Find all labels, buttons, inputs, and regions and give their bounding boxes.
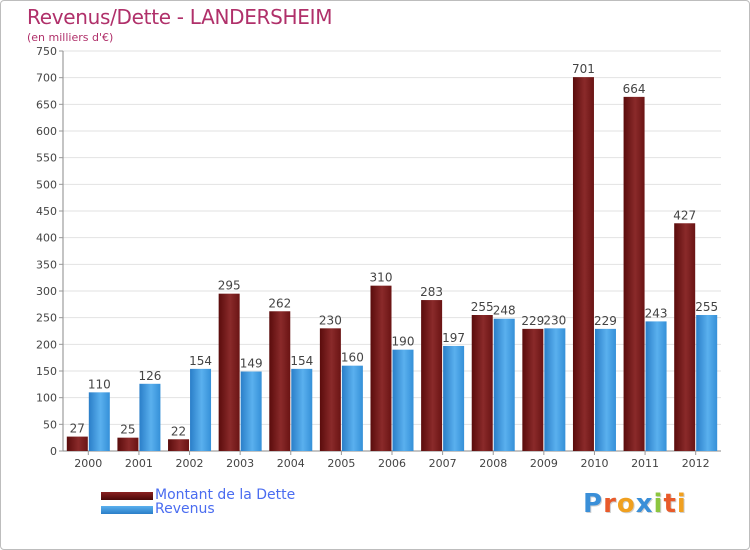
chart-title: Revenus/Dette - LANDERSHEIM [27,5,333,29]
x-tick-label: 2010 [580,457,608,470]
y-tick-label: 0 [50,445,57,458]
data-label-revenus: 126 [138,369,161,383]
logo-letter: P [583,489,604,519]
y-tick-label: 100 [36,392,57,405]
data-label-debt: 230 [319,313,342,327]
bar-revenus [443,345,465,451]
x-tick-label: 2003 [226,457,254,470]
bar-revenus [88,392,110,451]
bar-revenus [240,371,262,451]
x-tick-label: 2006 [378,457,406,470]
logo-letter: t [663,489,677,519]
y-tick-label: 600 [36,125,57,138]
data-label-revenus: 110 [88,377,111,391]
bar-revenus [291,368,313,451]
data-label-revenus: 154 [189,354,212,368]
y-tick-label: 300 [36,285,57,298]
bar-revenus [594,328,616,451]
y-tick-label: 350 [36,258,57,271]
x-tick-label: 2012 [682,457,710,470]
data-label-revenus: 243 [645,306,668,320]
x-tick-label: 2008 [479,457,507,470]
bar-debt [117,437,139,451]
bar-revenus [696,315,718,451]
y-tick-label: 200 [36,338,57,351]
x-tick-label: 2001 [125,457,153,470]
y-tick-label: 500 [36,178,57,191]
data-label-revenus: 255 [695,300,718,314]
bar-debt [572,77,594,451]
x-tick-label: 2011 [631,457,659,470]
logo-letter: o [616,489,636,519]
bar-debt [269,311,291,451]
data-label-debt: 255 [471,300,494,314]
bar-debt [218,293,240,451]
data-label-debt: 664 [623,82,646,96]
data-label-debt: 27 [70,422,85,436]
bar-revenus [139,383,161,451]
data-label-revenus: 154 [290,354,313,368]
bar-revenus [493,318,515,451]
logo-letter: x [635,489,654,519]
bar-debt [66,436,88,451]
bar-revenus [544,328,566,451]
legend-label-debt: Montant de la Dette [155,487,296,503]
bar-debt [522,328,544,451]
data-label-debt: 283 [420,285,443,299]
bar-debt [421,300,443,451]
x-tick-label: 2004 [277,457,305,470]
data-label-revenus: 149 [240,357,263,371]
data-label-debt: 25 [120,423,135,437]
logo-letter: i [676,489,687,519]
bar-revenus [392,349,414,451]
data-label-revenus: 197 [442,331,465,345]
legend-swatch-debt [101,492,153,500]
y-tick-label: 400 [36,232,57,245]
data-label-debt: 427 [673,208,696,222]
data-label-revenus: 248 [493,304,516,318]
y-tick-label: 50 [43,418,57,431]
bar-debt [319,328,341,451]
data-label-debt: 310 [370,271,393,285]
data-label-revenus: 229 [594,314,617,328]
data-label-debt: 22 [171,424,186,438]
x-tick-label: 2009 [530,457,558,470]
x-tick-label: 2007 [429,457,457,470]
x-tick-label: 2005 [327,457,355,470]
bar-revenus [645,321,667,451]
data-label-revenus: 190 [392,335,415,349]
bar-debt [623,96,645,451]
data-label-revenus: 230 [543,313,566,327]
x-tick-label: 2002 [176,457,204,470]
data-label-debt: 262 [268,296,291,310]
proxiti-logo: Proxiti [583,489,687,519]
y-tick-label: 750 [36,45,57,58]
chart-subtitle: (en milliers d'€) [27,31,114,44]
bar-revenus [190,368,212,451]
y-tick-label: 450 [36,205,57,218]
y-tick-label: 250 [36,312,57,325]
logo-letter: i [653,489,664,519]
x-tick-label: 2000 [74,457,102,470]
logo-letter: r [603,489,617,519]
data-label-debt: 701 [572,62,595,76]
data-label-debt: 229 [521,314,544,328]
y-tick-label: 150 [36,365,57,378]
y-tick-label: 650 [36,98,57,111]
bar-debt [168,439,190,451]
bar-revenus [341,365,363,451]
bar-debt [674,223,696,451]
bar-debt [370,285,392,451]
legend-label-revenus: Revenus [155,501,215,517]
bar-debt [471,315,493,451]
legend-swatch-revenus [101,506,153,514]
data-label-debt: 295 [218,279,241,293]
y-tick-label: 550 [36,152,57,165]
y-tick-label: 700 [36,72,57,85]
data-label-revenus: 160 [341,351,364,365]
